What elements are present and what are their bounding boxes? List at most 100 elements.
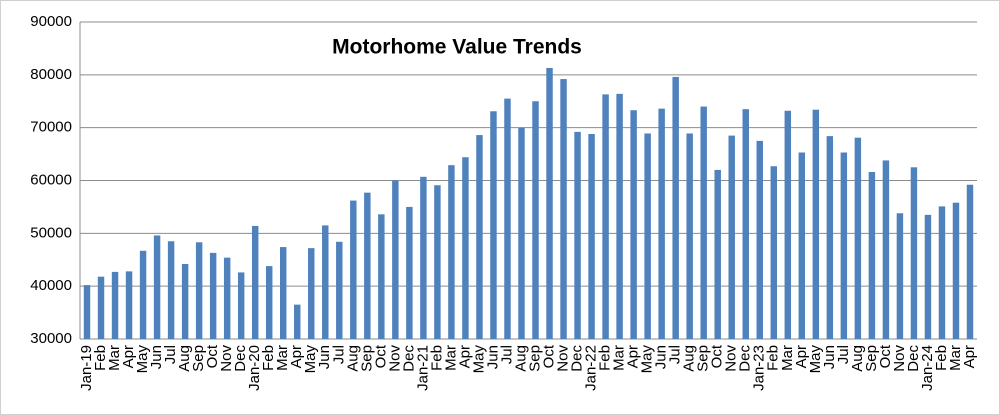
bar [448, 165, 455, 339]
x-tick-label: Jan-24 [919, 345, 936, 391]
y-tick-label: 90000 [30, 13, 72, 30]
x-tick-label: May [639, 345, 656, 374]
x-tick-label: Jan-19 [78, 345, 95, 391]
bar [434, 185, 441, 339]
x-tick-label: Jan-20 [246, 345, 263, 391]
bar [209, 252, 217, 339]
x-tick-label: Jun [653, 345, 670, 369]
x-tick-label: Mar [611, 345, 628, 371]
x-tick-label: Oct [709, 344, 726, 368]
bar [518, 127, 525, 340]
bar [462, 157, 469, 339]
bar [476, 135, 483, 339]
bar [868, 172, 876, 339]
x-tick-label: Dec [569, 345, 586, 372]
bar [560, 79, 567, 339]
bar [812, 109, 820, 339]
x-tick-label: Nov [555, 345, 572, 372]
bar [658, 108, 665, 339]
x-tick-label: Aug [681, 345, 698, 372]
x-tick-label: Nov [891, 345, 908, 372]
x-tick-label: Jul [835, 345, 852, 364]
bar [882, 160, 890, 339]
y-tick-label: 60000 [30, 171, 72, 188]
bar [756, 140, 763, 339]
x-tick-label: Oct [372, 344, 389, 368]
bar [714, 169, 721, 339]
x-tick-label: Mar [274, 345, 291, 371]
x-tick-label: Jul [498, 345, 515, 364]
bar [574, 131, 581, 339]
bar [686, 133, 693, 339]
x-tick-label: Feb [260, 345, 277, 371]
x-tick-label: Oct [204, 344, 221, 368]
x-tick-label: Jul [667, 345, 684, 364]
x-tick-label: Aug [344, 345, 361, 372]
bar [826, 136, 834, 339]
x-tick-label: Mar [442, 345, 459, 371]
y-tick-label: 40000 [30, 277, 72, 294]
x-tick-label: Jan-23 [751, 345, 768, 391]
x-tick-label: Mar [106, 345, 123, 371]
bar [784, 110, 792, 339]
x-tick-label: Dec [905, 345, 922, 372]
bar [322, 225, 329, 339]
x-tick-label: Jun [148, 345, 165, 369]
x-tick-label: Dec [737, 345, 754, 372]
x-tick-label: Sep [526, 345, 543, 372]
bar [630, 110, 637, 340]
x-tick-label: Jul [162, 345, 179, 364]
chart-title: Motorhome Value Trends [332, 36, 582, 59]
bar [167, 241, 175, 339]
bar [700, 106, 707, 340]
bar [728, 135, 735, 339]
x-tick-label: Jun [484, 345, 501, 369]
x-tick-label: Nov [723, 345, 740, 372]
bar [854, 137, 862, 339]
bar [195, 242, 203, 339]
bar [798, 152, 806, 339]
x-tick-label: May [470, 345, 487, 374]
x-tick-label: Apr [120, 345, 137, 368]
x-tick-label: Sep [358, 345, 375, 372]
y-tick-label: 80000 [30, 66, 72, 83]
bar [83, 285, 91, 339]
bar [938, 206, 946, 339]
bar [588, 134, 595, 339]
bar [308, 248, 315, 339]
x-tick-label: Dec [400, 345, 417, 372]
x-tick-label: Jun [316, 345, 333, 369]
bar [770, 166, 777, 339]
x-tick-label: Apr [625, 345, 642, 368]
x-tick-label: Feb [765, 345, 782, 371]
bar [364, 192, 371, 339]
bar [742, 109, 749, 339]
x-tick-label: Sep [863, 345, 880, 372]
x-tick-label: Feb [92, 345, 109, 371]
bar [406, 206, 413, 339]
x-tick-label: Jun [821, 345, 838, 369]
x-tick-label: Jul [330, 345, 347, 364]
x-tick-label: Jan-22 [583, 345, 600, 391]
bar [392, 180, 399, 339]
x-tick-label: Feb [597, 345, 614, 371]
x-tick-label: Nov [218, 345, 235, 372]
bar [616, 93, 623, 339]
x-tick-label: Apr [961, 345, 978, 368]
bar [294, 304, 301, 339]
x-tick-label: Jan-21 [414, 345, 431, 391]
bar [251, 225, 259, 339]
bar [111, 271, 119, 339]
bar [139, 250, 147, 339]
bar [644, 133, 651, 339]
bar [490, 111, 497, 339]
bar [910, 167, 918, 339]
y-tick-label: 70000 [30, 119, 72, 136]
x-tick-label: Apr [288, 345, 305, 368]
bar [181, 263, 189, 339]
x-tick-label: May [807, 345, 824, 374]
x-tick-label: Mar [779, 345, 796, 371]
x-tick-label: Sep [190, 345, 207, 372]
y-tick-label: 50000 [30, 224, 72, 241]
